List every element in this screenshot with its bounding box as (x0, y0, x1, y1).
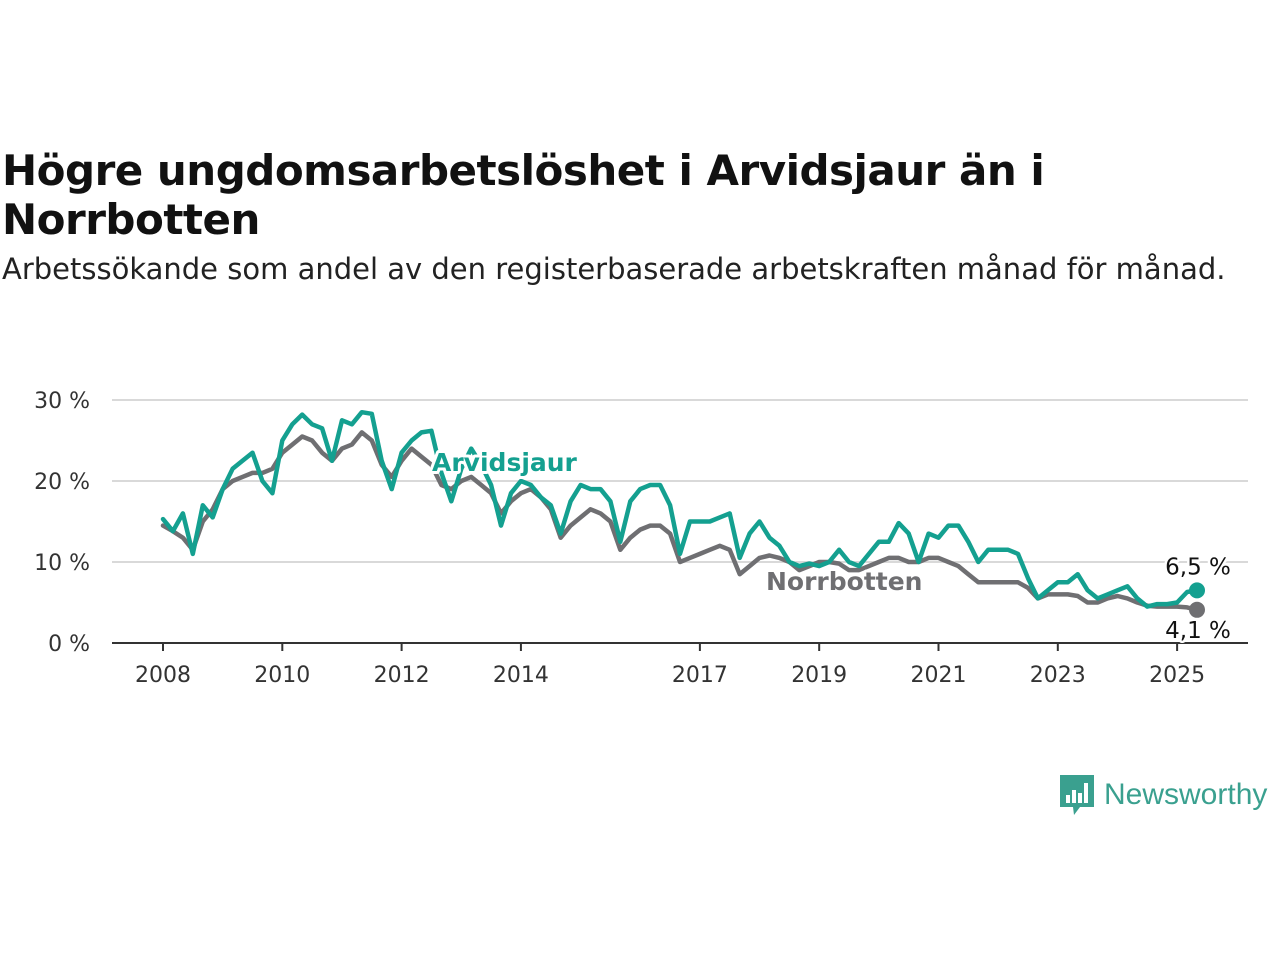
line-chart: 2008 2010 2012 2014 2017 2019 2021 2023 2025 0 %… (34, 389, 1248, 688)
brand-name: Newsworthy (1104, 778, 1268, 811)
y-tick-label: 20 % (34, 470, 90, 495)
series-lines (160, 409, 1205, 618)
end-point-norrbotten (1189, 601, 1205, 618)
gridlines (112, 399, 1248, 563)
end-label-arvidsjaur: 6,5 % (1165, 554, 1231, 580)
x-tick-label: 2010 (254, 663, 310, 688)
chart-subtitle: Arbetssökande som andel av den registerb… (2, 252, 1226, 286)
x-tick-label: 2014 (493, 663, 549, 688)
x-tick-label: 2017 (672, 663, 728, 688)
y-tick-label: 10 % (34, 551, 90, 576)
end-point-arvidsjaur (1189, 582, 1205, 599)
chart-title: Högre ungdomsarbetslöshet i Arvidsjaur ä… (2, 146, 1045, 244)
x-tick-label: 2023 (1030, 663, 1086, 688)
y-tick-label: 30 % (34, 389, 90, 414)
series-line-arvidsjaur (160, 409, 1200, 609)
x-axis: 2008 2010 2012 2014 2017 2019 2021 2023 2025 (112, 642, 1248, 688)
series-label-norrbotten: Norrbotten (766, 567, 922, 596)
x-tick-label: 2008 (135, 663, 191, 688)
x-tick-label: 2012 (374, 663, 430, 688)
series-labels: Arvidsjaur Norrbotten 6,5 % 4,1 % (429, 445, 1233, 646)
x-tick-label: 2021 (911, 663, 967, 688)
y-tick-label: 0 % (48, 632, 90, 657)
x-tick-label: 2025 (1149, 663, 1205, 688)
y-axis: 0 % 10 % 20 % 30 % (34, 389, 90, 657)
series-label-arvidsjaur: Arvidsjaur (432, 448, 578, 477)
newsworthy-logo-icon (1060, 775, 1094, 815)
series-line-norrbotten (160, 430, 1200, 613)
end-label-norrbotten: 4,1 % (1165, 618, 1231, 644)
x-tick-label: 2019 (791, 663, 847, 688)
brand-logo: Newsworthy (1058, 772, 1267, 818)
